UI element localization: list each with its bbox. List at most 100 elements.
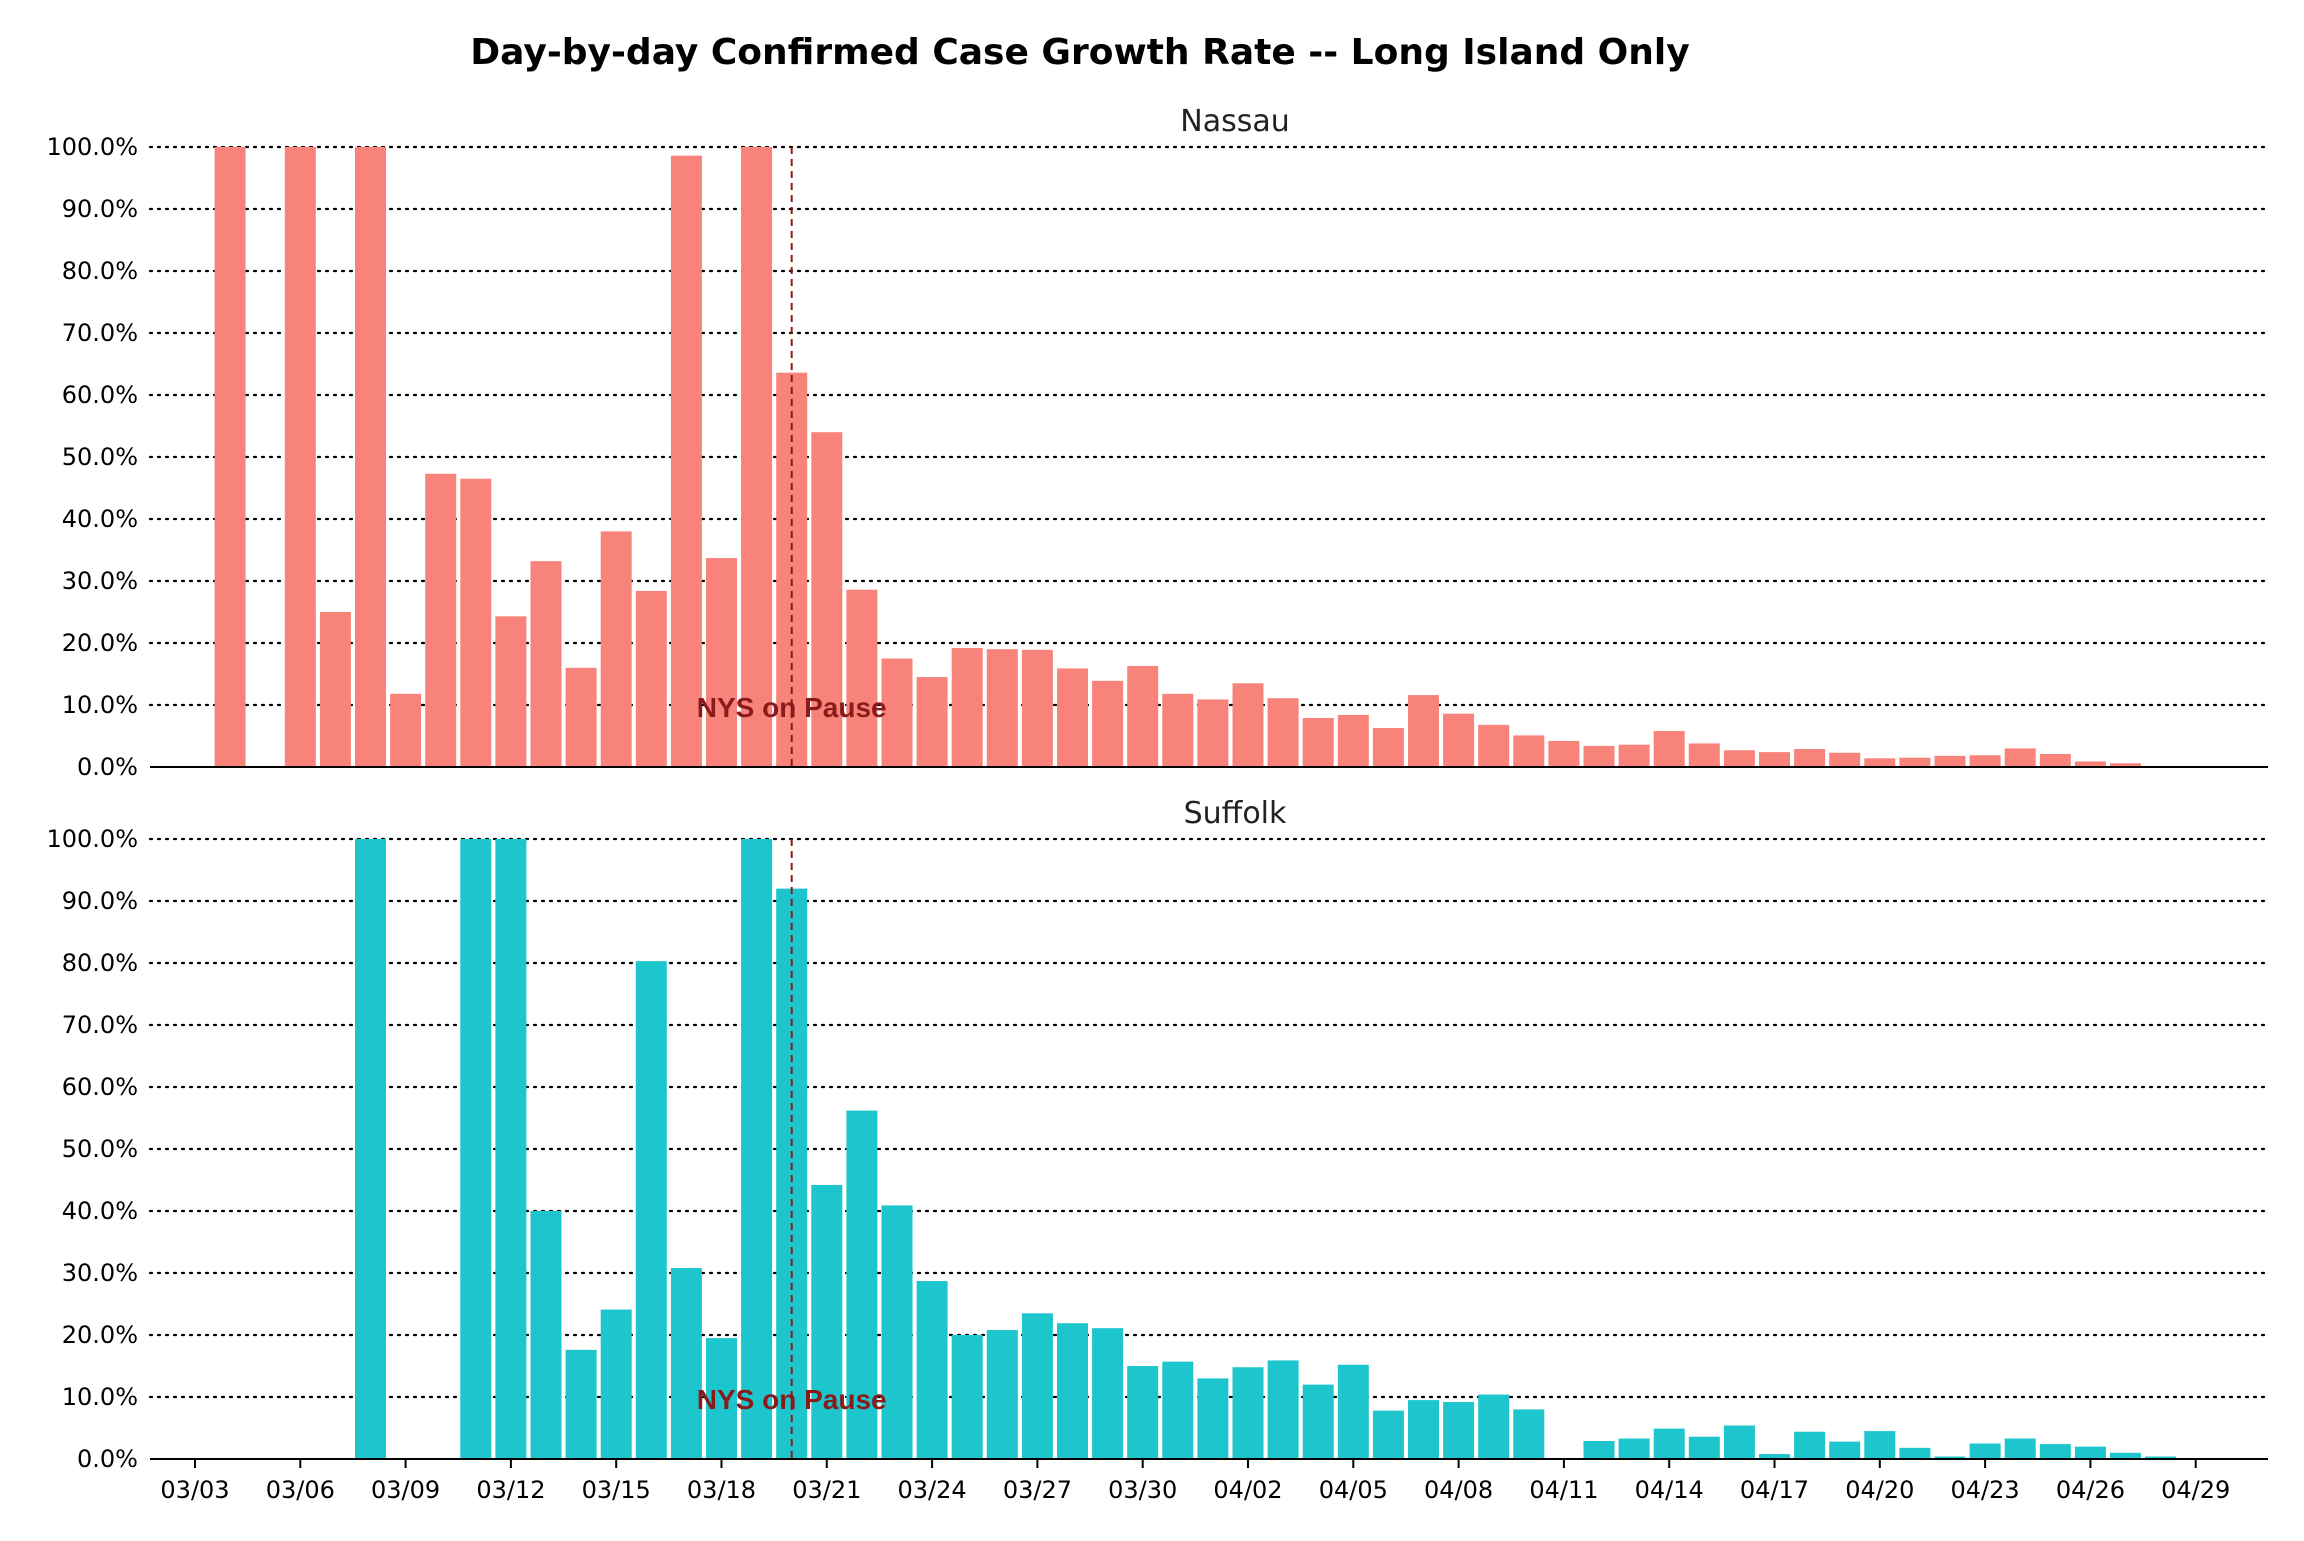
panel-title: Suffolk <box>1184 796 1287 831</box>
bar <box>565 1349 597 1459</box>
y-tick-label: 50.0% <box>62 443 138 471</box>
bar <box>916 677 948 767</box>
y-tick-label: 70.0% <box>62 1011 138 1039</box>
bar <box>706 1338 737 1459</box>
bar <box>214 147 246 767</box>
bar <box>1232 1367 1264 1459</box>
bar <box>1127 665 1159 767</box>
bar <box>1443 1401 1475 1459</box>
y-tick-label: 10.0% <box>62 691 138 719</box>
bar <box>1513 1409 1545 1459</box>
pause-annotation: NYS on Pause <box>697 692 887 723</box>
x-tick-label: 04/14 <box>1635 1476 1704 1504</box>
bar <box>1443 713 1475 767</box>
bar <box>1232 683 1264 767</box>
y-tick-label: 70.0% <box>62 319 138 347</box>
y-tick-label: 0.0% <box>77 1445 138 1473</box>
y-tick-label: 20.0% <box>62 1321 138 1349</box>
y-tick-label: 100.0% <box>46 825 138 853</box>
bar <box>1372 1410 1404 1459</box>
x-tick-label: 03/12 <box>476 1476 545 1504</box>
bar <box>1934 1456 1966 1459</box>
bar <box>355 147 386 767</box>
bar <box>670 155 702 767</box>
bar <box>1478 1394 1510 1459</box>
y-tick-label: 0.0% <box>77 753 138 781</box>
x-tick-label: 03/09 <box>371 1476 440 1504</box>
bar <box>2039 1444 2071 1459</box>
y-tick-label: 40.0% <box>62 505 138 533</box>
bar <box>1092 1328 1124 1459</box>
bar <box>741 147 773 767</box>
bar <box>1759 1454 1790 1459</box>
bar <box>1759 752 1790 767</box>
x-tick-label: 04/26 <box>2056 1476 2125 1504</box>
bar <box>1478 724 1510 767</box>
bar <box>1548 740 1580 767</box>
bar <box>425 473 457 767</box>
bar <box>565 667 597 767</box>
bar <box>1162 1361 1194 1459</box>
pause-annotation: NYS on Pause <box>697 1384 887 1415</box>
bar <box>319 612 351 767</box>
bar <box>1618 744 1650 767</box>
x-tick-label: 04/11 <box>1529 1476 1598 1504</box>
bar <box>1723 1425 1755 1459</box>
bar <box>1969 755 2001 767</box>
bar <box>2004 1438 2036 1459</box>
bar <box>530 1211 562 1459</box>
bar <box>2110 763 2141 767</box>
bar <box>1688 1436 1720 1459</box>
bar <box>1372 727 1404 767</box>
bar <box>635 590 667 767</box>
bar <box>1794 1431 1826 1459</box>
bar <box>1021 649 1053 767</box>
bar <box>1583 745 1615 767</box>
bar <box>530 561 562 767</box>
bar <box>1618 1438 1650 1459</box>
bar <box>460 478 492 767</box>
chart-title: Day-by-day Confirmed Case Growth Rate --… <box>470 32 1689 73</box>
bar <box>284 147 316 767</box>
bar <box>1337 1364 1369 1459</box>
bar <box>1267 1360 1299 1459</box>
bar <box>1864 758 1896 767</box>
bar <box>1092 680 1124 767</box>
x-tick-label: 03/30 <box>1108 1476 1177 1504</box>
bar <box>1197 1378 1229 1459</box>
bar <box>706 558 737 767</box>
bar <box>1057 668 1088 767</box>
y-tick-label: 90.0% <box>62 195 138 223</box>
x-tick-label: 04/05 <box>1319 1476 1388 1504</box>
bar <box>1653 731 1685 767</box>
x-tick-label: 03/18 <box>687 1476 756 1504</box>
bar <box>1934 755 1966 767</box>
y-tick-label: 80.0% <box>62 949 138 977</box>
bar <box>1302 718 1334 767</box>
x-tick-label: 03/03 <box>160 1476 229 1504</box>
bar <box>916 1281 948 1459</box>
x-tick-label: 03/06 <box>266 1476 335 1504</box>
bar <box>1021 1313 1053 1459</box>
bar <box>1899 757 1931 767</box>
x-tick-label: 03/24 <box>898 1476 967 1504</box>
x-tick-label: 04/29 <box>2161 1476 2230 1504</box>
bar <box>1723 750 1755 767</box>
y-tick-label: 10.0% <box>62 1383 138 1411</box>
bar <box>635 961 667 1459</box>
y-tick-label: 60.0% <box>62 1073 138 1101</box>
bar <box>811 432 843 767</box>
bar <box>1162 693 1194 767</box>
bar <box>1408 695 1439 767</box>
y-tick-label: 90.0% <box>62 887 138 915</box>
bar <box>1127 1366 1159 1459</box>
bar <box>1267 698 1299 767</box>
bar <box>1302 1384 1334 1459</box>
bar <box>1057 1323 1088 1459</box>
bar <box>1864 1431 1896 1459</box>
bar <box>1583 1441 1615 1459</box>
y-tick-label: 50.0% <box>62 1135 138 1163</box>
panel-suffolk: Suffolk 0.0% 10.0% 20.0% 30.0% 40.0% 50.0% 60.0… <box>46 796 2270 1504</box>
